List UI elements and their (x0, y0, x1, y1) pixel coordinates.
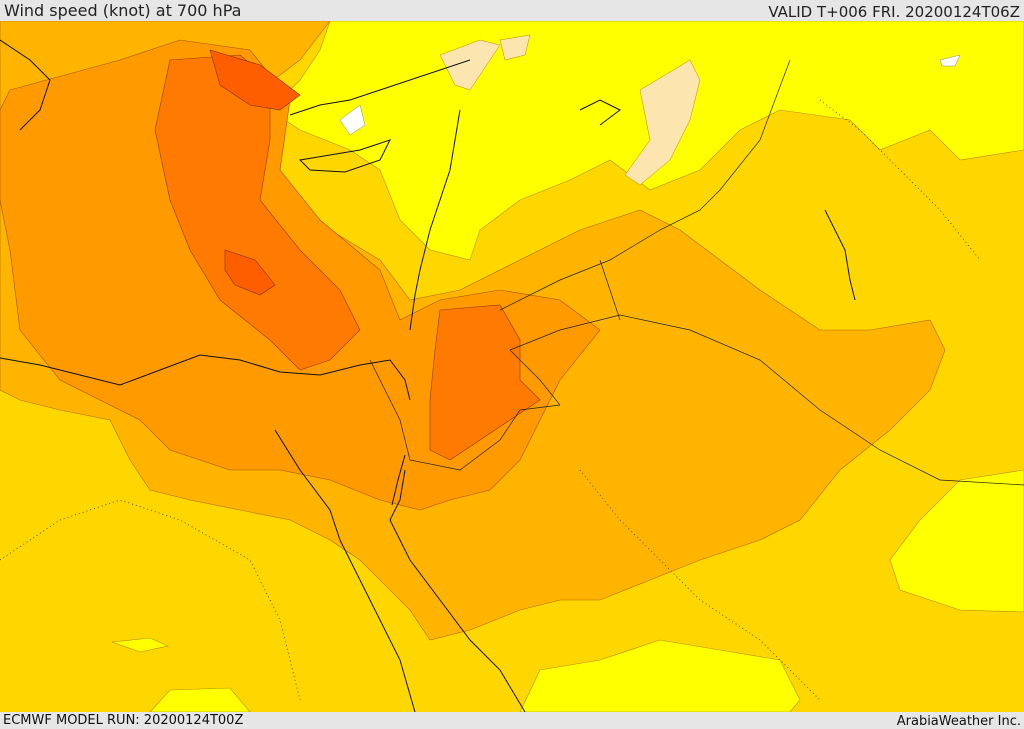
dotted-border-3 (819, 99, 981, 261)
coast-levant (409, 109, 461, 331)
contour-yellow-southeast (889, 469, 1024, 613)
border-3 (499, 59, 791, 311)
contour-calm-pale-3 (499, 34, 531, 61)
contour-calm-white (339, 104, 366, 136)
contour-stronger-core (154, 54, 361, 371)
border-4 (509, 349, 561, 406)
wind-speed-map[interactable] (0, 21, 1024, 712)
coast-black-sea (579, 99, 621, 126)
border-5 (599, 259, 621, 321)
coast-cyprus (298, 139, 391, 173)
contour-yellow-south (519, 639, 801, 712)
contour-yellow-southwest (149, 687, 251, 712)
dotted-borders (0, 99, 981, 701)
coast-caspian (824, 209, 856, 301)
credit-label: ArabiaWeather Inc. (896, 714, 1021, 729)
model-run-label: ECMWF MODEL RUN: 20200124T00Z (3, 713, 244, 728)
header-bar: Wind speed (knot) at 700 hPa VALID T+006… (0, 0, 1024, 21)
borders (369, 59, 1024, 486)
coast-north-africa (0, 354, 411, 401)
dotted-border-1 (0, 499, 301, 701)
contour-calm-pale-2 (439, 39, 501, 91)
map-title: Wind speed (knot) at 700 hPa (4, 1, 242, 20)
map-canvas (0, 21, 1024, 712)
contour-calm-pale-1 (624, 59, 701, 186)
coast-anatolia (289, 59, 471, 116)
contour-stronger-levant (429, 304, 541, 461)
coast-gulf-aqaba (391, 454, 406, 506)
contour-calm-white-2 (939, 54, 961, 67)
coast-red-sea-east (389, 469, 526, 712)
contour-yellow-spot (111, 637, 169, 653)
coast-red-sea-west (274, 429, 416, 712)
border-2 (509, 314, 1024, 486)
valid-time-label: VALID T+006 FRI. 20200124T06Z (768, 3, 1020, 21)
contour-strongest-north (209, 49, 301, 111)
border-1 (369, 359, 561, 471)
coastlines (0, 39, 856, 712)
contour-strongest-spot (224, 249, 276, 296)
coast-aegean (0, 39, 51, 131)
dotted-border-2 (579, 469, 821, 701)
footer-bar: ECMWF MODEL RUN: 20200124T00Z ArabiaWeat… (0, 712, 1024, 729)
